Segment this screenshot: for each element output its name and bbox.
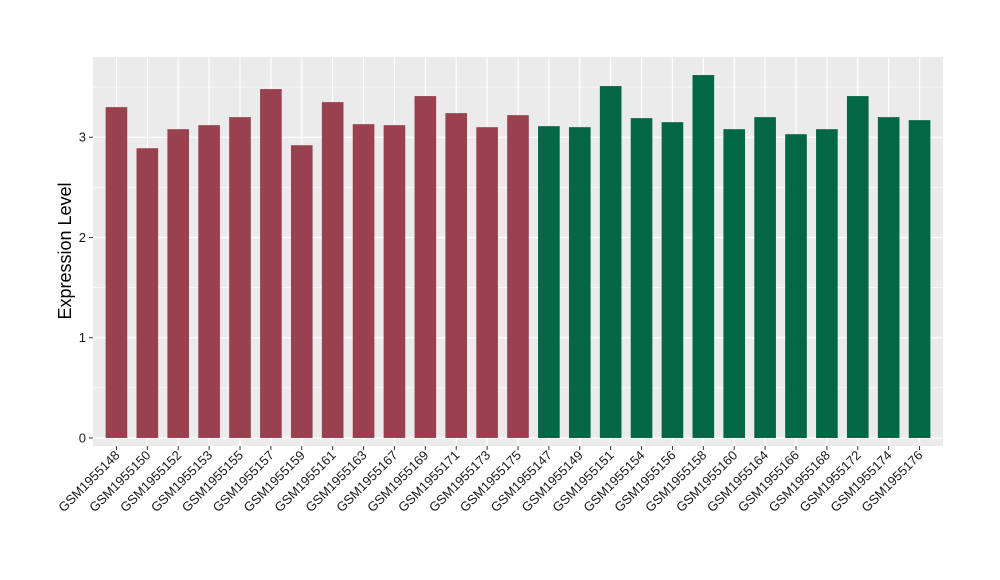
bar-GSM1955163 (352, 124, 375, 438)
bar-GSM1955161 (321, 102, 344, 438)
bar-GSM1955151 (599, 86, 622, 438)
y-tick-label: 2 (79, 230, 86, 245)
bar-GSM1955157 (260, 89, 282, 438)
bar-GSM1955174 (877, 117, 900, 438)
bar-GSM1955160 (723, 129, 746, 438)
bar-GSM1955147 (538, 126, 560, 438)
bar-GSM1955169 (414, 96, 437, 438)
y-tick-label: 0 (79, 430, 86, 445)
y-axis: 0 1 2 3 (79, 130, 93, 445)
bar-GSM1955156 (661, 122, 684, 438)
y-axis-title: Expression Level (55, 182, 75, 319)
bar-GSM1955158 (692, 75, 715, 438)
x-axis: GSM1955148GSM1955150GSM1955152GSM1955153… (55, 446, 926, 515)
bars (105, 75, 931, 438)
y-tick-label: 3 (79, 130, 86, 145)
bar-GSM1955168 (816, 129, 838, 438)
bar-GSM1955175 (507, 115, 529, 438)
bar-GSM1955164 (754, 117, 776, 438)
bar-GSM1955171 (445, 113, 468, 438)
y-tick-label: 1 (79, 330, 86, 345)
bar-GSM1955166 (785, 134, 807, 438)
bar-GSM1955152 (167, 129, 190, 438)
bar-GSM1955176 (908, 120, 931, 438)
bar-GSM1955153 (198, 125, 220, 438)
bar-GSM1955155 (229, 117, 251, 438)
bar-GSM1955173 (476, 127, 498, 438)
bar-GSM1955149 (568, 127, 591, 438)
bar-GSM1955148 (105, 107, 128, 438)
bar-GSM1955150 (136, 148, 159, 438)
bar-GSM1955154 (630, 118, 653, 438)
bar-GSM1955159 (290, 145, 313, 438)
bar-GSM1955167 (383, 125, 406, 438)
bar-GSM1955172 (846, 96, 869, 438)
